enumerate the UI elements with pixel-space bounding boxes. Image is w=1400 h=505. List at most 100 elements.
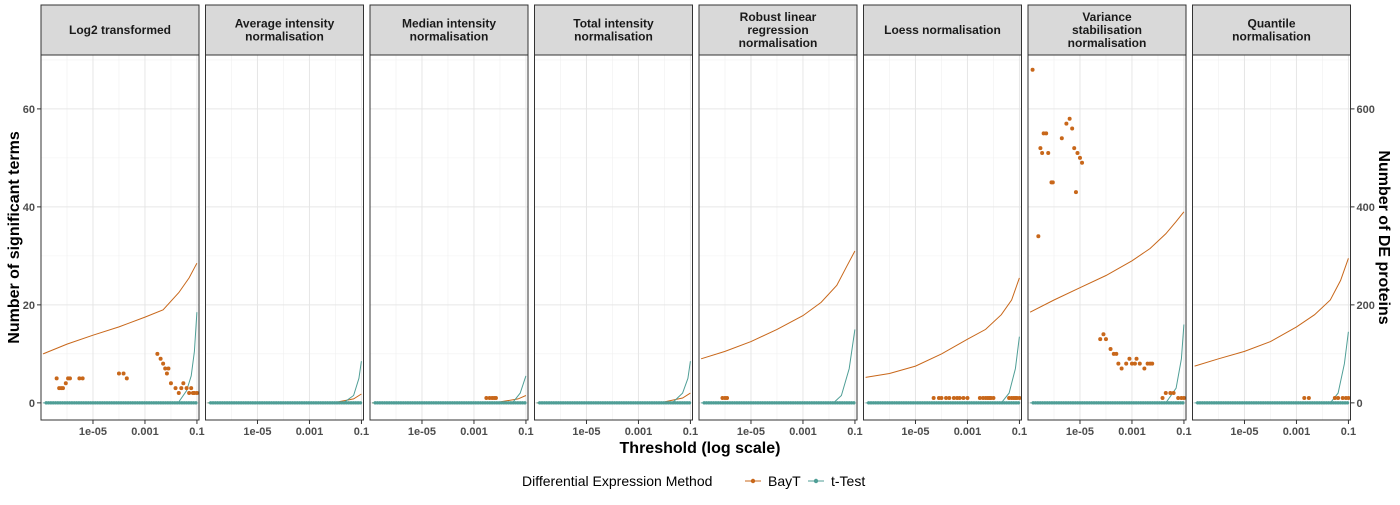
ttest-point <box>927 401 932 405</box>
ttest-point <box>805 401 809 405</box>
x-tick-label: 0.001 <box>625 426 653 438</box>
ttest-point <box>342 401 346 405</box>
ttest-point <box>969 401 974 405</box>
ttest-point <box>497 401 501 405</box>
ttest-point <box>735 401 739 405</box>
ttest-point <box>960 401 964 405</box>
plot-background <box>863 55 1022 420</box>
ttest-point <box>559 401 563 405</box>
bayt-point <box>1116 361 1121 366</box>
ttest-point <box>1057 401 1061 405</box>
ttest-point <box>1338 401 1343 405</box>
ttest-point <box>1150 401 1155 405</box>
ttest-point <box>1259 401 1263 405</box>
ttest-point <box>615 401 619 405</box>
ttest-point <box>661 401 666 405</box>
ttest-point <box>911 401 915 405</box>
facet-title: regression <box>747 23 808 37</box>
bayt-point <box>977 395 982 400</box>
ttest-point <box>810 401 814 405</box>
ttest-point <box>1134 401 1138 405</box>
ttest-point <box>516 401 520 405</box>
ttest-point <box>725 401 730 405</box>
ttest-point <box>824 401 828 405</box>
ttest-point <box>1045 401 1049 405</box>
ttest-point <box>1089 401 1094 405</box>
ttest-point <box>518 401 522 405</box>
ttest-point <box>86 401 91 405</box>
ttest-point <box>821 401 826 405</box>
ttest-point <box>1155 401 1159 405</box>
ttest-point <box>1094 401 1099 405</box>
x-tick-label: 0.1 <box>354 426 369 438</box>
facet-title: Variance <box>1082 10 1132 24</box>
ttest-point <box>671 401 675 405</box>
facet-title: normalisation <box>1232 30 1311 44</box>
ttest-point <box>1270 401 1275 405</box>
bayt-point <box>63 381 68 386</box>
ttest-point <box>1120 401 1124 405</box>
facet-title: normalisation <box>245 30 324 44</box>
ttest-point <box>1334 401 1338 405</box>
ttest-point <box>1195 401 1200 405</box>
ttest-point <box>1115 401 1120 405</box>
x-tick-label: 1e-05 <box>572 426 600 438</box>
ttest-point <box>772 401 777 405</box>
ttest-point <box>876 401 880 405</box>
x-tick-label: 1e-05 <box>79 426 107 438</box>
ttest-point <box>866 401 871 405</box>
x-tick-label: 0.1 <box>683 426 698 438</box>
ttest-point <box>605 401 610 405</box>
ttest-point <box>471 401 476 405</box>
ttest-point <box>895 401 899 405</box>
ttest-point <box>349 401 353 405</box>
x-tick-label: 0.001 <box>1118 426 1146 438</box>
ttest-point <box>993 401 997 405</box>
bayt-point <box>1073 190 1078 195</box>
ttest-point <box>779 401 784 405</box>
bayt-point <box>1101 332 1106 337</box>
ttest-point <box>594 401 598 405</box>
bayt-point <box>1017 395 1022 400</box>
ttest-point <box>102 401 107 405</box>
ttest-point <box>751 401 756 405</box>
bayt-point <box>725 395 730 400</box>
ttest-point <box>1033 401 1038 405</box>
ttest-point <box>1210 401 1214 405</box>
ttest-point <box>511 401 515 405</box>
ttest-point <box>53 401 58 405</box>
ttest-point <box>161 401 165 405</box>
panel-border <box>40 54 200 421</box>
ttest-point <box>114 401 119 405</box>
y2-tick-label: 0 <box>1357 398 1363 410</box>
ttest-point <box>523 401 527 405</box>
ttest-point <box>845 401 849 405</box>
ttest-point <box>563 401 568 405</box>
ttest-point <box>128 401 133 405</box>
ttest-point <box>1047 401 1052 405</box>
legend-key-point <box>813 478 819 484</box>
plot-background <box>699 55 857 420</box>
ttest-point <box>791 401 795 405</box>
ttest-point <box>126 401 130 405</box>
ttest-point <box>474 401 478 405</box>
bayt-point <box>184 386 189 391</box>
ttest-point <box>248 401 253 405</box>
ttest-point <box>335 401 339 405</box>
bayt-point <box>1080 160 1085 165</box>
panel-border <box>863 54 1022 421</box>
ttest-point <box>1087 401 1092 405</box>
bayt-point <box>1346 395 1351 400</box>
ttest-point <box>1169 401 1173 405</box>
ttest-point <box>81 401 86 405</box>
ttest-point <box>763 401 767 405</box>
ttest-point <box>227 401 232 405</box>
ttest-point <box>191 401 196 405</box>
ttest-point <box>1164 401 1169 405</box>
ttest-point <box>302 401 306 405</box>
ttest-point <box>573 401 577 405</box>
bayt-point <box>161 361 166 366</box>
ttest-point <box>596 401 600 405</box>
ttest-point <box>540 401 544 405</box>
ttest-point <box>1280 401 1284 405</box>
